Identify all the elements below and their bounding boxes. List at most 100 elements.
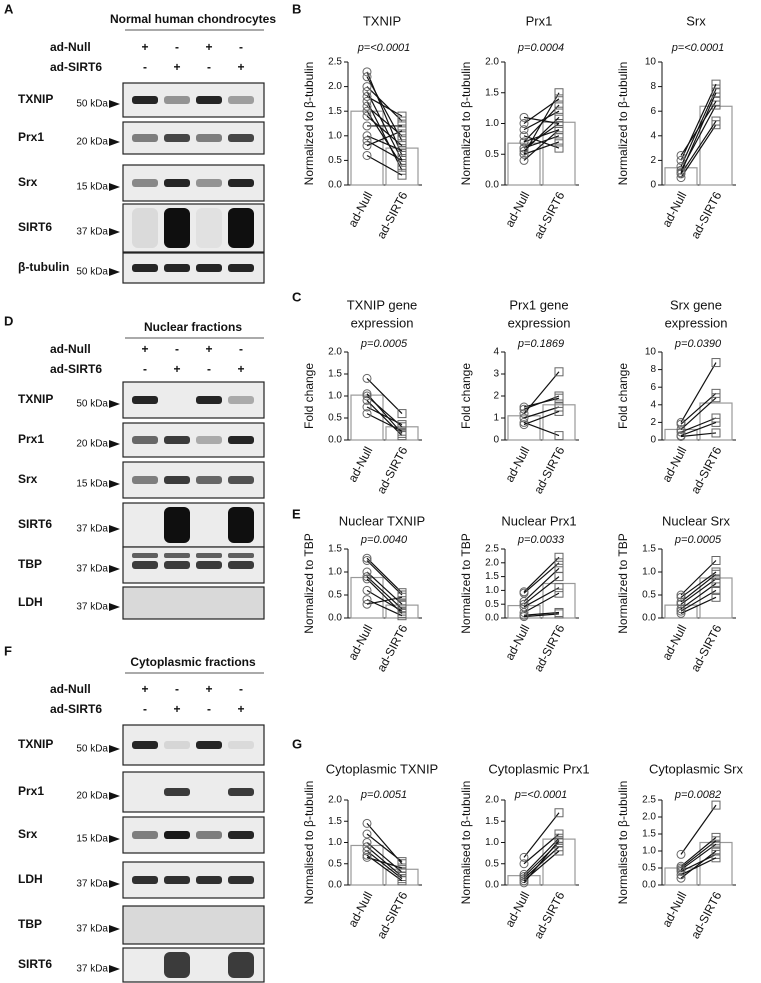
pair-line (366, 377, 403, 415)
blot-band (196, 553, 222, 558)
marker-label: 37 kDa (76, 964, 108, 975)
protein-label: LDH (18, 872, 43, 886)
pair-line (366, 95, 403, 117)
point-sirt6 (554, 583, 564, 593)
point-null (362, 567, 372, 577)
pair-line (680, 596, 717, 614)
pair-line (680, 843, 717, 871)
x-tick-label: ad-Null (659, 189, 689, 229)
chart-title: Cytoplasmic Srx (649, 761, 743, 776)
point-null (519, 137, 529, 147)
point-null (362, 67, 372, 77)
condition-label: ad-SIRT6 (50, 362, 102, 376)
point-null (362, 402, 372, 412)
y-axis-label: Fold change (616, 363, 630, 429)
p-value: p=0.0005 (674, 534, 722, 546)
pair-line (366, 76, 403, 142)
point-null (362, 373, 372, 383)
marker-arrow (109, 603, 120, 611)
point-sirt6 (711, 428, 721, 438)
pair-line (366, 833, 403, 863)
y-tick-label: 2.5 (642, 795, 656, 806)
pair-line (680, 83, 717, 161)
panel-label: A (4, 1, 14, 16)
protein-label: Srx (18, 175, 38, 189)
point-sirt6 (554, 137, 564, 147)
point-null (519, 402, 529, 412)
pair-line (680, 397, 717, 430)
marker-label: 37 kDa (76, 524, 108, 535)
condition-sign: - (207, 702, 211, 716)
p-value: p=<0.0001 (514, 789, 568, 801)
condition-sign: + (237, 60, 244, 74)
pair-line (366, 599, 403, 617)
marker-arrow (109, 480, 120, 488)
marker-label: 50 kDa (76, 267, 108, 278)
y-tick-label: 10 (645, 347, 657, 358)
marker-label: 20 kDa (76, 791, 108, 802)
y-tick-label: 2.0 (485, 57, 499, 68)
point-null (676, 168, 686, 178)
point-sirt6 (397, 863, 407, 873)
point-sirt6 (711, 88, 721, 98)
protein-label: TXNIP (18, 737, 53, 751)
protein-label: β-tubulin (18, 260, 69, 274)
condition-sign: - (207, 362, 211, 376)
pair-line (366, 399, 403, 437)
y-tick-label: 0 (650, 435, 656, 446)
y-tick-label: 0.5 (485, 599, 499, 610)
point-sirt6 (554, 572, 564, 582)
point-sirt6 (554, 112, 564, 122)
pair-line (523, 410, 560, 426)
x-tick-label: ad-SIRT6 (531, 189, 568, 241)
y-axis-label: Normalized to β-tubulin (459, 62, 473, 186)
condition-sign: - (207, 60, 211, 74)
point-null (362, 82, 372, 92)
pair-line (366, 105, 403, 137)
y-tick-label: 1.0 (642, 846, 656, 857)
y-tick-label: 0.0 (642, 880, 656, 891)
blot-band (228, 561, 254, 569)
point-null (519, 413, 529, 423)
protein-label: Prx1 (18, 784, 44, 798)
y-tick-label: 2.5 (328, 57, 342, 68)
point-null (676, 155, 686, 165)
blot-band (132, 831, 158, 839)
pair-line (523, 371, 560, 414)
bar (699, 105, 733, 186)
x-tick-label: ad-SIRT6 (688, 889, 725, 941)
point-sirt6 (397, 592, 407, 602)
blot-band (132, 436, 158, 444)
blot-band (228, 208, 254, 248)
y-tick-label: 0 (493, 435, 499, 446)
point-sirt6 (397, 141, 407, 151)
point-sirt6 (711, 839, 721, 849)
blot-band (164, 741, 190, 749)
pair-line (366, 154, 403, 176)
point-null (676, 608, 686, 618)
blot-band (132, 561, 158, 569)
p-value: p=0.0051 (360, 789, 407, 801)
x-tick-label: ad-Null (659, 622, 689, 662)
pair-line (523, 129, 560, 143)
point-null (362, 96, 372, 106)
y-tick-label: 1.0 (328, 130, 342, 141)
pair-line (680, 92, 717, 173)
pair-line (366, 135, 403, 152)
pair-line (366, 115, 403, 147)
y-axis-label: Normalised to β-tubulin (302, 781, 316, 905)
point-sirt6 (554, 94, 564, 104)
x-tick-label: ad-Null (345, 622, 375, 662)
marker-arrow (109, 925, 120, 933)
y-tick-label: 3 (493, 369, 499, 380)
y-axis-label: Normalized to β-tubulin (302, 62, 316, 186)
pair-line (680, 853, 717, 872)
y-tick-label: 0.0 (328, 613, 342, 624)
pair-line (366, 850, 403, 880)
y-axis-label: Fold change (459, 363, 473, 429)
y-tick-label: 0.5 (328, 155, 342, 166)
point-null (362, 553, 372, 563)
point-null (676, 873, 686, 883)
pair-line (523, 833, 560, 865)
blot-band (164, 507, 190, 543)
